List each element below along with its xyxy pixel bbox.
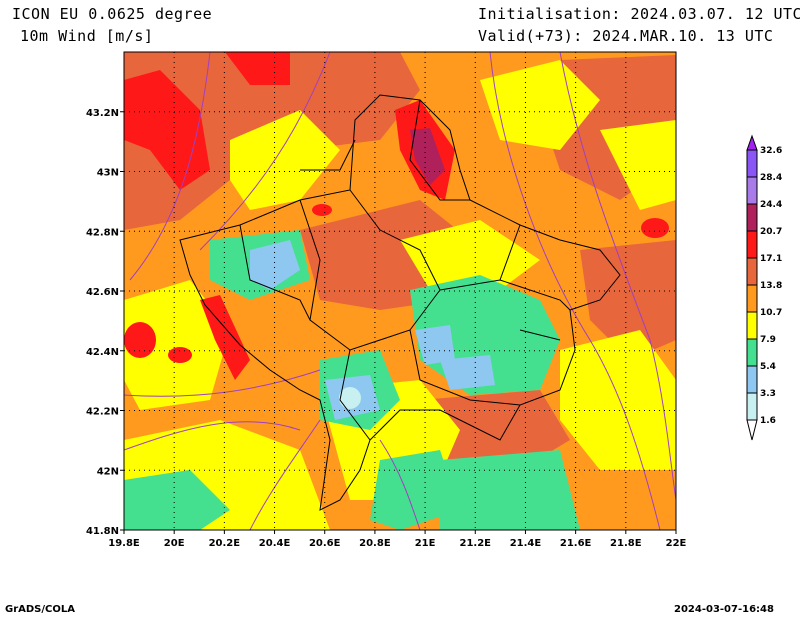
streamline: [124, 421, 301, 451]
lat-lon-grid: [124, 52, 676, 530]
variable-title: 10m Wind [m/s]: [20, 27, 154, 45]
field-17-1-w: [200, 295, 250, 380]
field-17-1-w3: [168, 347, 192, 363]
field-7-9-s2: [370, 450, 460, 530]
valid-time: Valid(+73): 2024.MAR.10. 13 UTC: [478, 27, 774, 45]
field-7-9-sw: [124, 470, 230, 530]
field-5-4-center: [415, 325, 455, 365]
field-20-7-ne: [410, 128, 445, 185]
lon-tick-label: 20.6E: [309, 538, 341, 549]
model-title: ICON EU 0.0625 degree: [12, 5, 213, 23]
border-inner: [339, 349, 371, 441]
colorbar-max-arrow: [746, 134, 758, 151]
lat-tick-label: 42N: [97, 466, 119, 477]
streamline: [379, 439, 421, 530]
footer-right: 2024-03-07-16:48: [674, 604, 774, 615]
streamline: [489, 52, 661, 530]
colorbar-swatch: [746, 365, 758, 394]
lon-tick-label: 20.4E: [259, 538, 291, 549]
colorbar-level-label: 32.6: [760, 146, 782, 156]
lon-tick-label: 21.2E: [460, 538, 492, 549]
colorbar-level-label: 13.8: [760, 281, 782, 291]
colorbar-level-label: 17.1: [760, 254, 782, 264]
lon-tick-label: 21.4E: [510, 538, 542, 549]
field-7-9-se: [440, 450, 580, 530]
colorbar-level-label: 24.4: [760, 200, 782, 210]
streamline: [199, 52, 331, 251]
lat-tick-label: 42.6N: [86, 287, 119, 298]
border-inner: [499, 224, 521, 281]
lon-tick-label: 21.8E: [610, 538, 642, 549]
field-13-8-east2: [580, 240, 676, 360]
lon-axis-labels: 19.8E 20E 20.2E 20.4E 20.6E 20.8E 21E 21.2E 21.4…: [108, 530, 687, 549]
colorbar-level-label: 5.4: [760, 362, 776, 372]
lon-tick-label: 21.6E: [560, 538, 592, 549]
field-5-4-ce2: [440, 355, 495, 390]
border-outer: [179, 94, 621, 511]
colorbar-swatch: [746, 392, 758, 421]
colorbar-min-arrow: [746, 419, 758, 441]
field-13-8-south: [420, 390, 570, 470]
border-inner: [300, 139, 356, 171]
lat-tick-label: 42.8N: [86, 227, 119, 238]
lat-tick-label: 41.8N: [86, 526, 119, 537]
field-10-7-se: [560, 330, 676, 470]
colorbar-swatch: [746, 338, 758, 367]
colorbar-swatch: [746, 284, 758, 313]
init-time: Initialisation: 2024.03.07. 12 UTC: [478, 5, 800, 23]
lon-tick-label: 20.2E: [209, 538, 241, 549]
colorbar-swatch: [746, 311, 758, 340]
lat-axis-labels: 43.2N 43N 42.8N 42.6N 42.4N 42.2N 42N 41.8N: [86, 108, 124, 537]
colorbar-swatch: [746, 149, 758, 178]
colorbar-level-label: 10.7: [760, 308, 782, 318]
border-inner: [409, 329, 521, 406]
lon-tick-label: 22E: [666, 538, 687, 549]
streamline: [129, 52, 211, 281]
streamlines: [124, 52, 676, 530]
field-17-1-c: [312, 204, 332, 216]
colorbar-swatch: [746, 203, 758, 232]
field-17-1-w2: [124, 322, 156, 358]
streamline: [124, 369, 321, 397]
colorbar-level-label: 20.7: [760, 227, 782, 237]
footer-left: GrADS/COLA: [5, 604, 75, 615]
colorbar-level-label: 1.6: [760, 416, 776, 426]
colorbar-legend: 32.6 28.4 24.4 20.7 17.1 13.8 10.7 7.9 5.4 3.3 1.6: [746, 134, 782, 441]
colorbar-level-label: 3.3: [760, 389, 776, 399]
lon-tick-label: 19.8E: [108, 538, 140, 549]
lat-tick-label: 43N: [97, 168, 119, 179]
border-inner: [439, 279, 571, 311]
border-inner: [519, 329, 561, 341]
colorbar-level-label: 28.4: [760, 173, 782, 183]
field-3-3-south: [339, 387, 361, 409]
field-5-4-west: [250, 240, 300, 290]
colorbar-swatch: [746, 230, 758, 259]
lon-tick-label: 20.8E: [359, 538, 391, 549]
colorbar-swatch: [746, 176, 758, 205]
streamline: [249, 419, 321, 530]
colorbar-swatch: [746, 257, 758, 286]
field-10-7-ne: [600, 120, 676, 210]
colorbar-level-label: 7.9: [760, 335, 776, 345]
lon-tick-label: 21E: [415, 538, 436, 549]
border-inner: [409, 99, 470, 201]
field-17-1-n: [225, 52, 290, 85]
lon-tick-label: 20E: [164, 538, 185, 549]
field-10-7-east: [480, 60, 600, 150]
field-17-1-e: [641, 218, 669, 238]
field-10-7-ce: [400, 220, 540, 290]
field-10-7-west: [124, 280, 230, 410]
field-17-1-nw: [124, 70, 210, 190]
borders: [179, 94, 621, 511]
border-inner: [239, 224, 311, 321]
streamline: [559, 52, 676, 501]
lat-tick-label: 43.2N: [86, 108, 119, 119]
lat-tick-label: 42.2N: [86, 407, 119, 418]
lat-tick-label: 42.4N: [86, 347, 119, 358]
